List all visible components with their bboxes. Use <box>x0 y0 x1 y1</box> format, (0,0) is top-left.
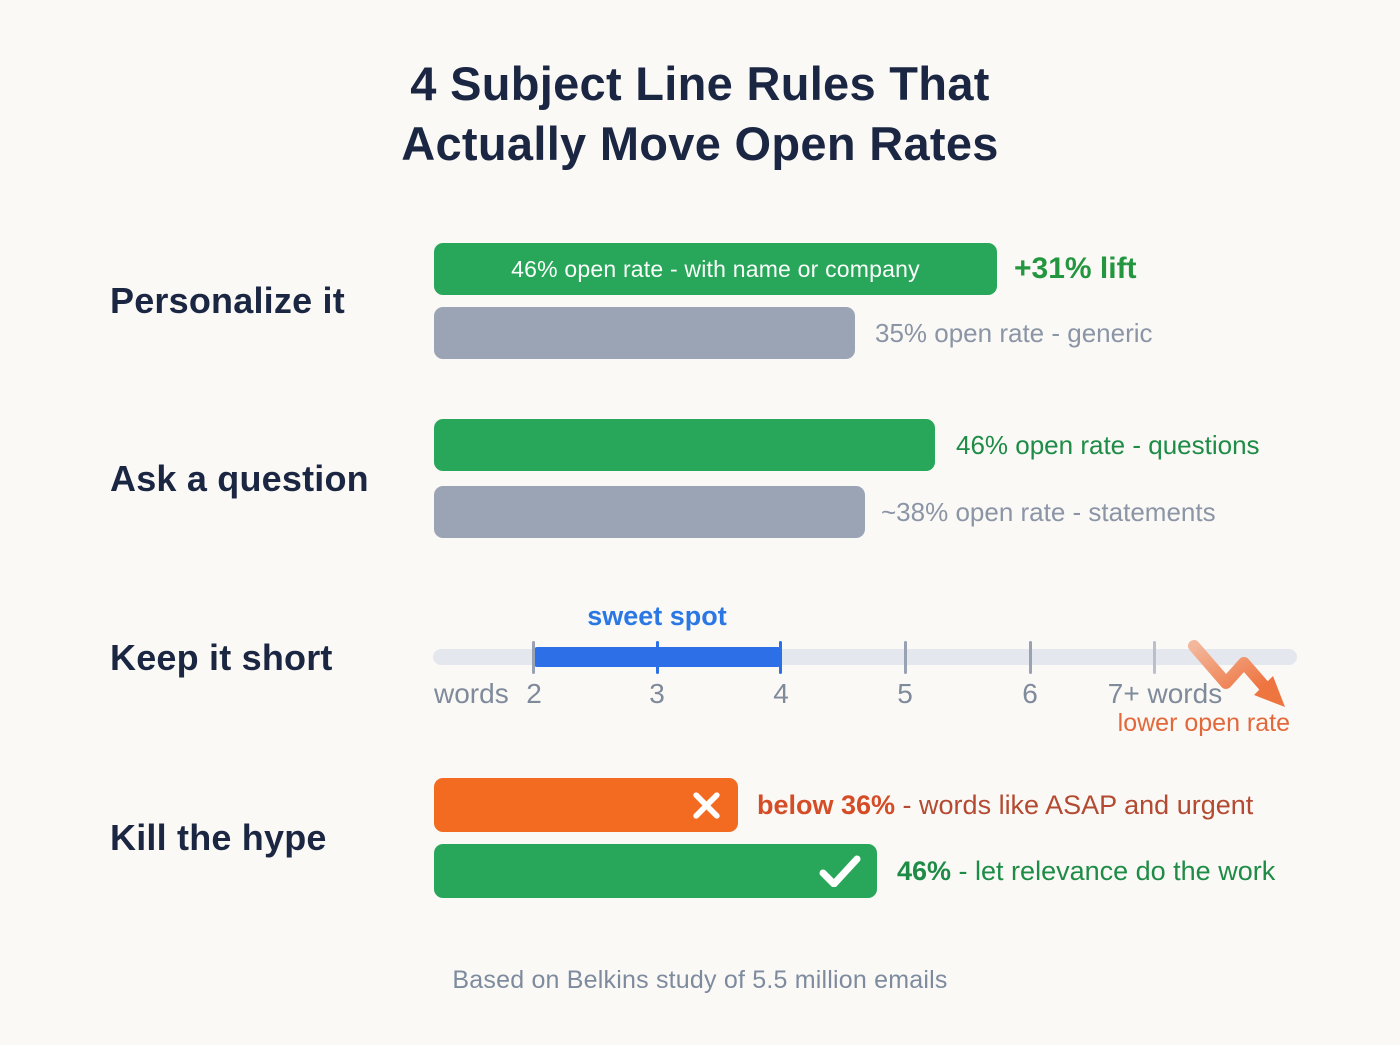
tick-mark-2 <box>532 641 535 674</box>
bar-relevance-green <box>434 844 877 898</box>
bar-hype-label: below 36% - words like ASAP and urgent <box>757 778 1253 832</box>
bar-hype-orange <box>434 778 738 832</box>
axis-tick-label-4: 4 <box>773 678 789 709</box>
lower-open-rate-annotation: lower open rate <box>1117 709 1290 737</box>
x-icon <box>691 790 722 821</box>
lift-annotation: +31% lift <box>1014 252 1137 285</box>
bar-relevance-label-rest: - let relevance do the work <box>951 855 1276 886</box>
bar-hype-label-value: below 36% <box>757 789 896 820</box>
bar-relevance-label: 46% - let relevance do the work <box>897 844 1275 898</box>
check-icon <box>819 855 861 887</box>
bar-statements-label: ~38% open rate - statements <box>881 496 1216 527</box>
rule-label-question: Ask a question <box>110 458 369 499</box>
tick-mark-6 <box>1029 641 1032 674</box>
bar-questions-label: 46% open rate - questions <box>956 429 1260 460</box>
bar-questions-green <box>434 419 935 471</box>
page-title-line2: Actually Move Open Rates <box>401 117 999 171</box>
bar-personalized-green: 46% open rate - with name or company <box>434 243 997 295</box>
page-title-line1: 4 Subject Line Rules That <box>410 57 990 110</box>
source-note: Based on Belkins study of 5.5 million em… <box>452 966 948 994</box>
bar-generic-gray <box>434 307 855 359</box>
bar-statements-gray <box>434 486 865 538</box>
tick-mark-3 <box>656 641 659 674</box>
rule-label-personalize: Personalize it <box>110 280 345 321</box>
bar-generic-label: 35% open rate - generic <box>875 317 1153 348</box>
bar-hype-label-rest: - words like ASAP and urgent <box>895 789 1254 820</box>
bar-relevance-label-value: 46% <box>897 855 952 886</box>
tick-mark-7 <box>1153 641 1156 674</box>
axis-tick-label-2: 2 <box>526 678 542 709</box>
tick-mark-5 <box>904 641 907 674</box>
trend-down-icon <box>1188 640 1285 707</box>
axis-tick-label-3: 3 <box>649 678 665 709</box>
tick-mark-4 <box>779 641 782 674</box>
axis-tick-label-7plus: 7+ words <box>1107 678 1223 709</box>
rule-label-hype: Kill the hype <box>110 817 327 858</box>
sweet-spot-label: sweet spot <box>587 601 727 631</box>
rule-label-short: Keep it short <box>110 637 333 678</box>
page-title: 4 Subject Line Rules That Actually Move … <box>0 54 1400 174</box>
axis-prefix-label: words <box>434 678 509 709</box>
axis-tick-label-6: 6 <box>1022 678 1038 709</box>
bar-personalized-text: 46% open rate - with name or company <box>511 255 920 282</box>
axis-tick-label-5: 5 <box>897 678 913 709</box>
